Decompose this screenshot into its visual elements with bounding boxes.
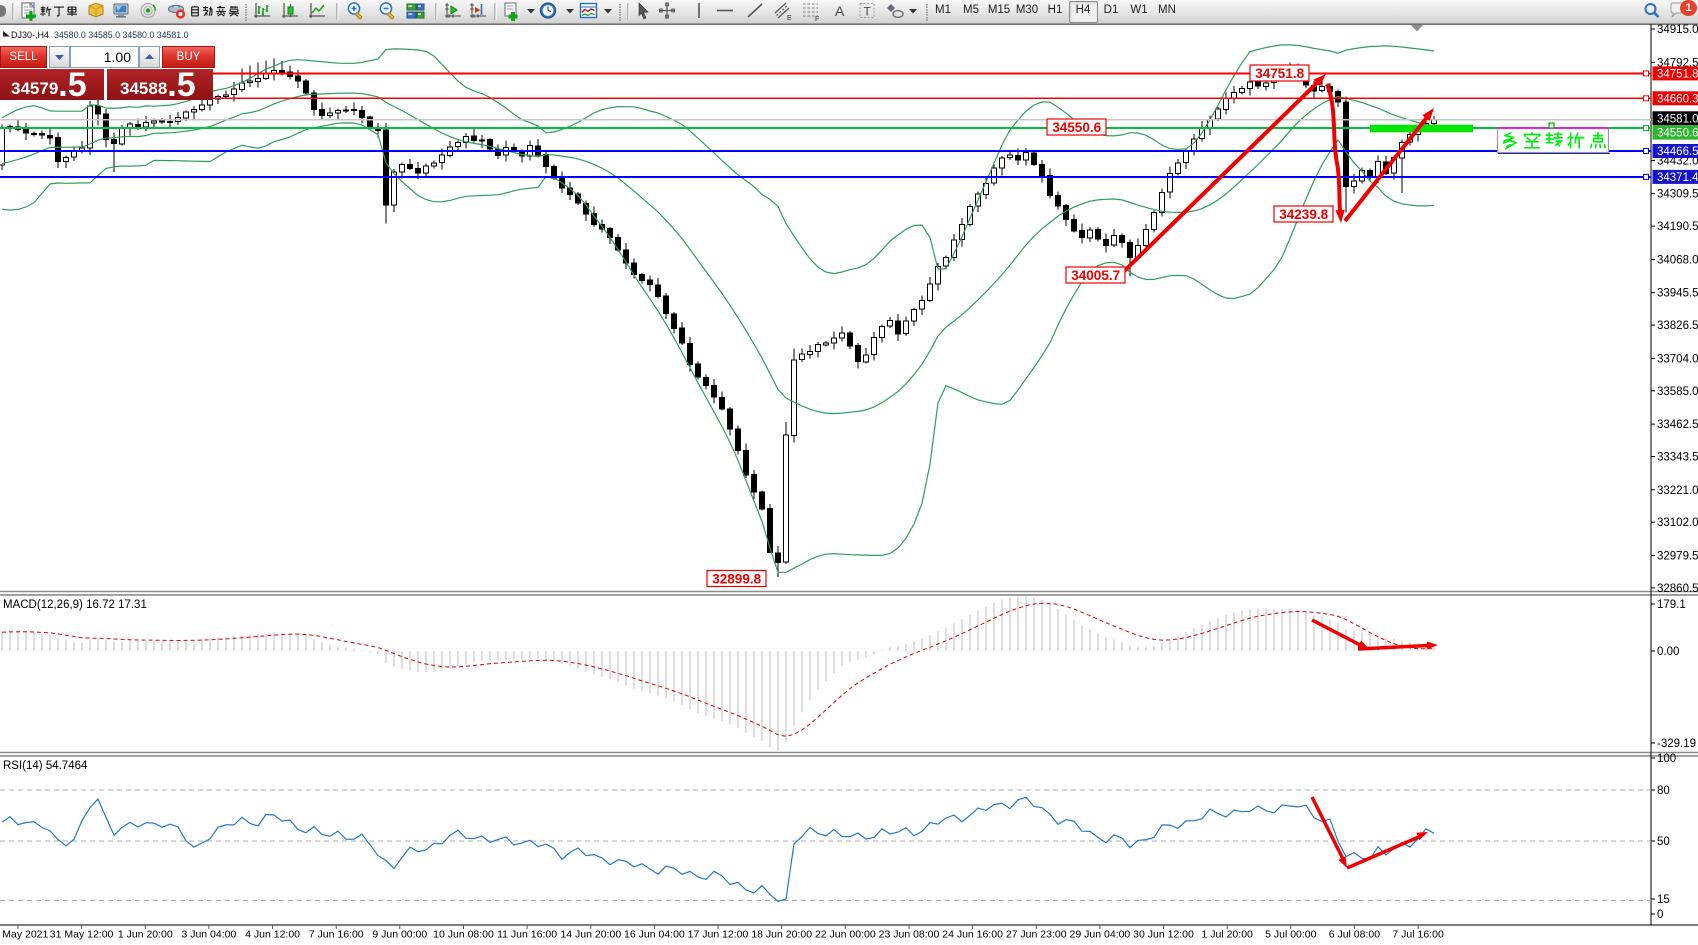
svg-text:34751.8: 34751.8 [1255, 66, 1304, 81]
svg-text:1 Jun 20:00: 1 Jun 20:00 [118, 929, 173, 941]
svg-text:34371.4: 34371.4 [1657, 172, 1698, 184]
svg-text:34068.0: 34068.0 [1657, 254, 1698, 266]
svg-text:34550.6: 34550.6 [1657, 128, 1698, 140]
svg-text:31 May 12:00: 31 May 12:00 [50, 929, 114, 941]
svg-text:16 Jun 04:00: 16 Jun 04:00 [624, 929, 685, 941]
svg-text:179.1: 179.1 [1657, 599, 1686, 611]
svg-text:34580.0 34585.0 34580.0 34581.: 34580.0 34585.0 34580.0 34581.0 [54, 30, 189, 40]
svg-text:34581.0: 34581.0 [1657, 113, 1698, 125]
svg-text:4 Jun 12:00: 4 Jun 12:00 [245, 929, 300, 941]
svg-text:3 Jun 04:00: 3 Jun 04:00 [181, 929, 236, 941]
svg-text:33585.0: 33585.0 [1657, 386, 1698, 398]
svg-text:34751.8: 34751.8 [1657, 68, 1698, 80]
svg-text:0.00: 0.00 [1657, 646, 1679, 658]
svg-text:27 Jun 23:00: 27 Jun 23:00 [1006, 929, 1067, 941]
svg-text:33945.5: 33945.5 [1657, 288, 1698, 300]
svg-text:15: 15 [1657, 894, 1670, 906]
svg-text:32860.5: 32860.5 [1657, 583, 1698, 595]
svg-text:14 Jun 20:00: 14 Jun 20:00 [560, 929, 621, 941]
svg-text:30 Jun 12:00: 30 Jun 12:00 [1133, 929, 1194, 941]
svg-text:34466.5: 34466.5 [1657, 146, 1698, 158]
svg-text:28 May 2021: 28 May 2021 [0, 929, 49, 941]
svg-text:9 Jun 00:00: 9 Jun 00:00 [372, 929, 427, 941]
svg-text:33221.0: 33221.0 [1657, 485, 1698, 497]
svg-text:F: F [815, 16, 819, 22]
svg-text:A: A [835, 3, 845, 19]
svg-text:50: 50 [1657, 836, 1670, 848]
svg-text:RSI(14) 54.7464: RSI(14) 54.7464 [3, 760, 88, 772]
svg-text:22 Jun 00:00: 22 Jun 00:00 [815, 929, 876, 941]
svg-text:18 Jun 20:00: 18 Jun 20:00 [751, 929, 812, 941]
svg-text:T: T [864, 5, 872, 19]
svg-text:33704.0: 33704.0 [1657, 353, 1698, 365]
svg-text:DJ30-,H4: DJ30-,H4 [11, 30, 49, 40]
svg-text:33102.0: 33102.0 [1657, 517, 1698, 529]
svg-text:E: E [787, 15, 792, 22]
svg-text:10 Jun 08:00: 10 Jun 08:00 [433, 929, 494, 941]
svg-text:11 Jun 16:00: 11 Jun 16:00 [497, 929, 557, 941]
svg-text:34190.5: 34190.5 [1657, 221, 1698, 233]
svg-text:-329.19: -329.19 [1657, 738, 1696, 750]
svg-text:17 Jun 12:00: 17 Jun 12:00 [688, 929, 749, 941]
svg-text:34660.3: 34660.3 [1657, 93, 1698, 105]
svg-text:23 Jun 08:00: 23 Jun 08:00 [879, 929, 940, 941]
svg-text:34005.7: 34005.7 [1071, 268, 1120, 283]
svg-text:MACD(12,26,9) 16.72 17.31: MACD(12,26,9) 16.72 17.31 [3, 599, 147, 611]
svg-text:5 Jul 00:00: 5 Jul 00:00 [1265, 929, 1317, 941]
svg-text:6 Jul 08:00: 6 Jul 08:00 [1329, 929, 1381, 941]
svg-text:33343.5: 33343.5 [1657, 452, 1698, 464]
svg-text:34239.8: 34239.8 [1279, 207, 1328, 222]
svg-text:34309.5: 34309.5 [1657, 189, 1698, 201]
svg-text:1 Jul 20:00: 1 Jul 20:00 [1202, 929, 1254, 941]
svg-text:80: 80 [1657, 785, 1670, 797]
svg-text:7 Jun 16:00: 7 Jun 16:00 [309, 929, 364, 941]
svg-text:0: 0 [1657, 909, 1663, 921]
svg-text:24 Jun 16:00: 24 Jun 16:00 [942, 929, 1003, 941]
svg-text:34550.6: 34550.6 [1052, 120, 1101, 135]
svg-text:32899.8: 32899.8 [712, 571, 761, 586]
svg-text:29 Jun 04:00: 29 Jun 04:00 [1070, 929, 1131, 941]
svg-text:33462.5: 33462.5 [1657, 419, 1698, 431]
svg-text:7 Jul 16:00: 7 Jul 16:00 [1392, 929, 1444, 941]
svg-text:34915.0: 34915.0 [1657, 24, 1698, 36]
svg-text:100: 100 [1657, 753, 1676, 765]
svg-text:33826.5: 33826.5 [1657, 320, 1698, 332]
svg-text:32979.5: 32979.5 [1657, 551, 1698, 563]
